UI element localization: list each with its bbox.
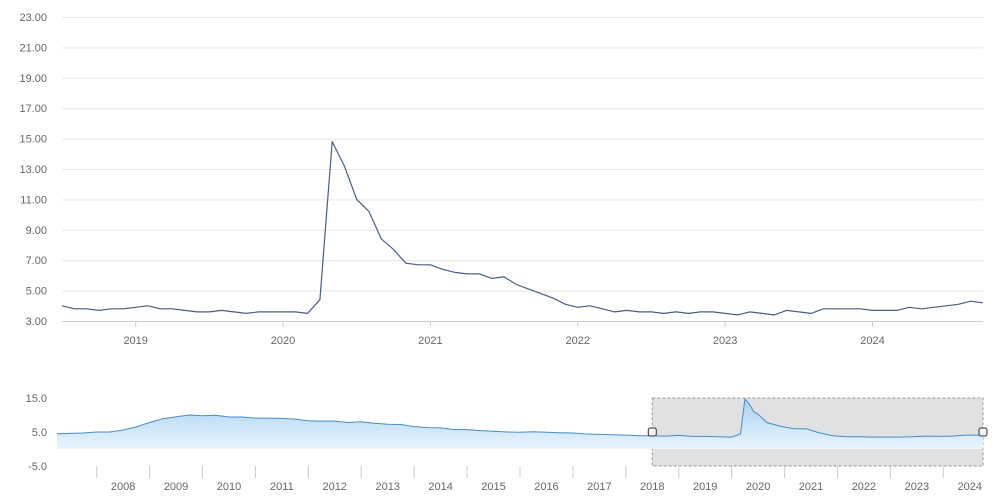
main-x-tick-label: 2022 (566, 335, 590, 347)
navigator-handle-right[interactable] (978, 427, 988, 437)
navigator-handles[interactable] (647, 427, 988, 437)
main-y-tick-label: 21.00 (19, 42, 47, 54)
main-y-tick-label: 3.00 (26, 316, 47, 328)
main-y-tick-label: 9.00 (26, 225, 47, 237)
navigator-x-tick-label: 2024 (958, 481, 982, 493)
navigator-x-tick-label: 2017 (587, 481, 611, 493)
navigator-x-tick-label: 2020 (746, 481, 770, 493)
main-x-axis: 2019 2020 2021 2022 2023 2024 (123, 321, 885, 347)
navigator-x-tick-label: 2012 (323, 481, 347, 493)
main-y-tick-label: 23.00 (19, 12, 47, 24)
main-y-tick-label: 13.00 (19, 164, 47, 176)
navigator-y-tick-label: -5.0 (28, 461, 47, 473)
main-y-tick-label: 15.00 (19, 134, 47, 146)
main-x-tick-label: 2021 (418, 335, 442, 347)
navigator-x-tick-label: 2010 (217, 481, 241, 493)
main-y-tick-label: 19.00 (19, 73, 47, 85)
navigator-series-area (57, 399, 983, 449)
navigator-x-tick-label: 2018 (640, 481, 664, 493)
navigator-x-tick-label: 2016 (534, 481, 558, 493)
main-plot-area[interactable] (61, 141, 984, 316)
navigator-plot-area (56, 397, 983, 449)
navigator-x-tick-label: 2013 (375, 481, 399, 493)
navigator-x-tick-label: 2011 (270, 481, 294, 493)
main-x-tick-label: 2024 (860, 335, 884, 347)
main-y-tick-label: 5.00 (26, 286, 47, 298)
navigator-x-tick-label: 2022 (852, 481, 876, 493)
main-gridlines (62, 17, 983, 322)
navigator-x-tick-label: 2008 (111, 481, 135, 493)
navigator-x-tick-label: 2023 (905, 481, 929, 493)
main-y-tick-label: 11.00 (20, 194, 47, 206)
navigator-x-tick-label: 2009 (164, 481, 188, 493)
navigator-y-tick-label: 15.0 (26, 393, 47, 405)
navigator-y-axis: 15.0 5.0 -5.0 (26, 393, 47, 473)
navigator-handle-left[interactable] (647, 427, 657, 437)
main-y-tick-label: 7.00 (26, 255, 47, 267)
navigator-y-tick-label: 5.0 (32, 427, 47, 439)
navigator-x-tick-label: 2019 (693, 481, 717, 493)
navigator-x-tick-label: 2014 (428, 481, 452, 493)
main-x-tick-label: 2023 (713, 335, 737, 347)
main-x-tick-label: 2020 (271, 335, 295, 347)
navigator-series-line (56, 397, 983, 438)
navigator-x-axis: 2008 2009 2010 2011 2012 2013 2014 2015 2016 2017… (96, 466, 982, 493)
navigator-x-tick-label: 2021 (799, 481, 823, 493)
main-y-axis: 23.00 21.00 19.00 17.00 15.00 13.00 11.00 9.00 7… (19, 12, 47, 328)
main-y-tick-label: 17.00 (19, 103, 47, 115)
navigator-x-tick-label: 2015 (481, 481, 505, 493)
main-x-tick-label: 2019 (123, 335, 147, 347)
main-series-line[interactable] (61, 141, 984, 316)
